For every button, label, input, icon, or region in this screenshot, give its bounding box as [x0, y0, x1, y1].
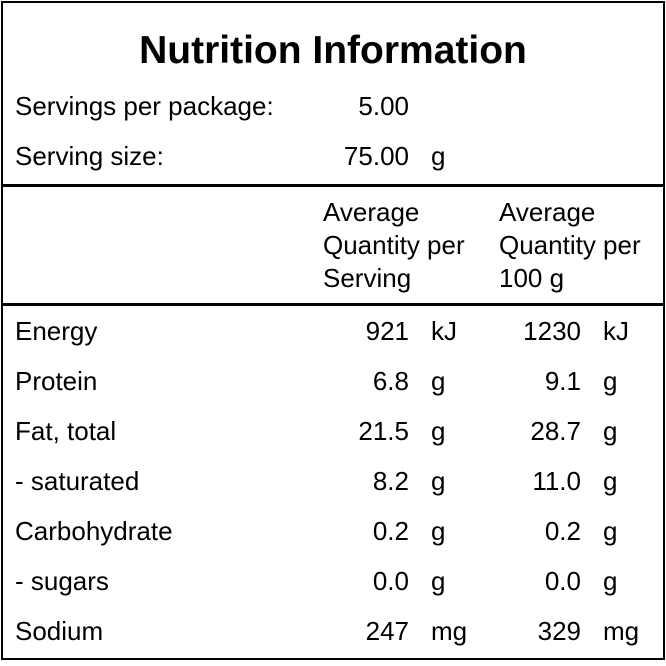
serving-size-unit: g — [431, 141, 446, 171]
per-100g-unit: g — [603, 516, 618, 546]
per-serving-unit: g — [431, 416, 446, 446]
per-serving-value: 21.5 — [358, 416, 409, 446]
nutrient-name: Sodium — [15, 616, 104, 646]
header-per-serving-line2: Quantity per — [323, 230, 465, 260]
header-per-serving-line1: Average — [323, 197, 420, 227]
per-serving-value: 921 — [365, 316, 409, 346]
header-per-serving-line3: Serving — [323, 263, 412, 293]
per-serving-unit: g — [431, 566, 446, 596]
per-100g-value: 11.0 — [532, 466, 581, 496]
per-100g-value: 329 — [537, 616, 581, 646]
divider-top — [3, 184, 663, 187]
per-100g-value: 0.2 — [544, 516, 581, 546]
per-100g-value: 9.1 — [544, 366, 581, 396]
per-serving-unit: g — [431, 366, 446, 396]
per-100g-unit: g — [603, 566, 618, 596]
header-per-100g-line1: Average — [499, 197, 596, 227]
per-serving-value: 6.8 — [372, 366, 409, 396]
per-100g-unit: mg — [603, 616, 640, 646]
nutrient-row-carbohydrate: Carbohydrate 0.2 g 0.2 g — [3, 516, 663, 566]
header-per-100g-line2: Quantity per — [499, 230, 641, 260]
per-100g-value: 1230 — [523, 316, 581, 346]
nutrient-name: Protein — [15, 366, 98, 396]
servings-per-package-label: Servings per package: — [15, 91, 274, 121]
servings-per-package-value: 5.00 — [358, 91, 409, 121]
per-serving-value: 0.0 — [372, 566, 409, 596]
per-serving-value: 247 — [365, 616, 409, 646]
nutrient-row-sugars: - sugars 0.0 g 0.0 g — [3, 566, 663, 616]
header-per-100g-line3: 100 g — [499, 263, 565, 293]
nutrient-row-protein: Protein 6.8 g 9.1 g — [3, 366, 663, 416]
per-100g-unit: g — [603, 416, 618, 446]
per-serving-unit: kJ — [431, 316, 457, 346]
per-100g-unit: kJ — [603, 316, 629, 346]
nutrient-row-sodium: Sodium 247 mg 329 mg — [3, 616, 663, 666]
nutrient-row-fat-total: Fat, total 21.5 g 28.7 g — [3, 416, 663, 466]
panel-title: Nutrition Information — [139, 29, 527, 72]
per-serving-value: 0.2 — [372, 516, 409, 546]
nutrient-name: - saturated — [15, 466, 140, 496]
serving-size-value: 75.00 — [343, 141, 409, 171]
per-100g-unit: g — [603, 366, 618, 396]
nutrient-name: Energy — [15, 316, 98, 346]
nutrient-row-saturated: - saturated 8.2 g 11.0 g — [3, 466, 663, 516]
per-100g-unit: g — [603, 466, 618, 496]
nutrient-name: Fat, total — [15, 416, 117, 446]
per-100g-value: 0.0 — [544, 566, 581, 596]
serving-size-label: Serving size: — [15, 141, 164, 171]
divider-header — [3, 303, 663, 306]
per-serving-unit: g — [431, 516, 446, 546]
per-serving-value: 8.2 — [372, 466, 409, 496]
nutrient-name: - sugars — [15, 566, 109, 596]
per-serving-unit: mg — [431, 616, 468, 646]
nutrient-row-energy: Energy 921 kJ 1230 kJ — [3, 316, 663, 366]
per-serving-unit: g — [431, 466, 446, 496]
nutrient-name: Carbohydrate — [15, 516, 173, 546]
per-100g-value: 28.7 — [530, 416, 581, 446]
